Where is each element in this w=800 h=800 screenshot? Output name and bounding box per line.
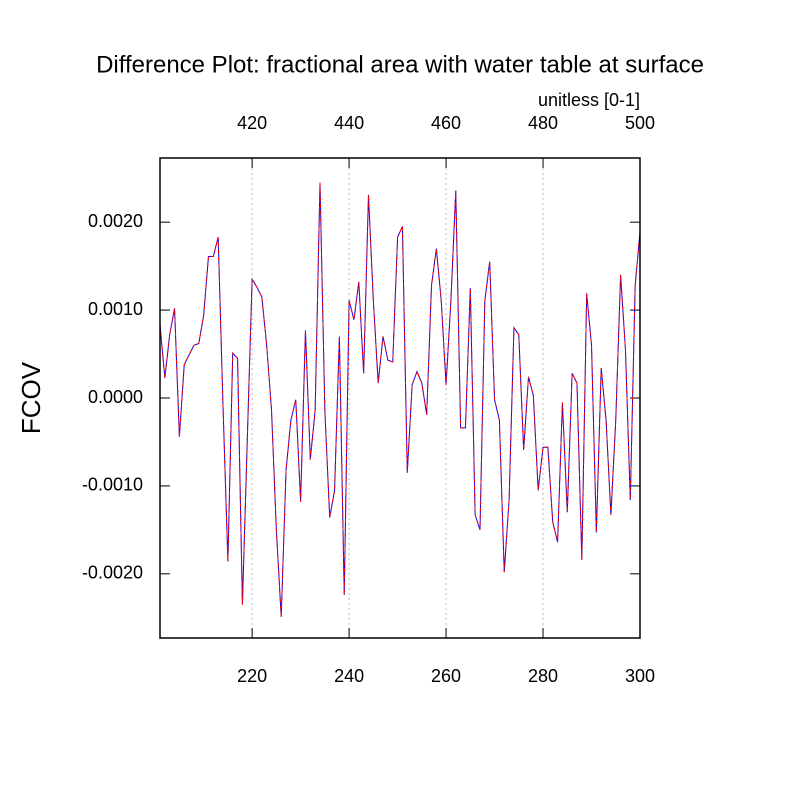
units-label: unitless [0-1] (538, 90, 640, 110)
x-tick-label: 220 (237, 666, 267, 686)
x2-tick-label: 440 (334, 113, 364, 133)
x-tick-label: 280 (528, 666, 558, 686)
y-axis-label: FCOV (16, 361, 46, 434)
x2-tick-label: 460 (431, 113, 461, 133)
x-tick-label: 260 (431, 666, 461, 686)
y-tick-label: -0.0010 (82, 475, 143, 495)
x-tick-label: 240 (334, 666, 364, 686)
plot-frame (159, 157, 641, 639)
x2-tick-label: 420 (237, 113, 267, 133)
y-tick-label: 0.0010 (88, 299, 143, 319)
data-line (159, 182, 641, 617)
x-tick-label: 300 (625, 666, 655, 686)
y-tick-label: 0.0000 (88, 387, 143, 407)
data-line-overlay (159, 182, 641, 617)
x2-tick-label: 500 (625, 113, 655, 133)
y-tick-label: -0.0020 (82, 563, 143, 583)
chart-title: Difference Plot: fractional area with wa… (96, 51, 704, 78)
x2-tick-label: 480 (528, 113, 558, 133)
y-tick-label: 0.0020 (88, 211, 143, 231)
